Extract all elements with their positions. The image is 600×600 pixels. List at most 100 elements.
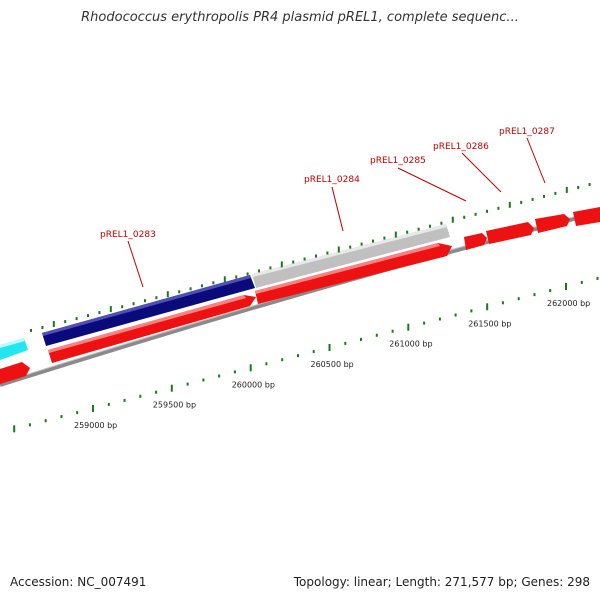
scale-tick: [76, 411, 79, 415]
tick-mark: [394, 231, 397, 238]
gene-label-prel1_0286[interactable]: pREL1_0286: [433, 142, 489, 152]
cds-arrow[interactable]: [486, 222, 534, 244]
tick-mark: [451, 216, 454, 223]
scale-tick: [565, 283, 567, 290]
tick-mark: [212, 281, 215, 285]
tick-mark: [132, 302, 135, 306]
tick-mark: [406, 230, 409, 234]
scale-label: 259000 bp: [74, 421, 117, 430]
scale-tick: [391, 329, 394, 333]
sequence-summary: Topology: linear; Length: 271,577 bp; Ge…: [293, 575, 590, 589]
gene-label-prel1_0283[interactable]: pREL1_0283: [100, 230, 156, 240]
tick-mark: [87, 314, 89, 318]
scale-tick: [44, 419, 47, 423]
scale-tick: [344, 341, 347, 345]
tick-mark: [554, 191, 557, 195]
scale-tick: [375, 333, 378, 337]
tick-mark: [280, 261, 283, 268]
scale-tick: [312, 350, 315, 354]
scale-tick: [107, 402, 110, 406]
scale-tick: [233, 370, 236, 374]
tick-mark: [577, 186, 580, 189]
scale-labels: 259000 bp 259500 bp 260000 bp 260500 bp 2610…: [74, 299, 590, 430]
tick-mark: [144, 299, 146, 303]
scale-tick: [297, 354, 299, 358]
gene-label-prel1_0287[interactable]: pREL1_0287: [499, 127, 555, 137]
tick-mark: [223, 276, 226, 283]
tick-mark: [30, 329, 32, 332]
scale-label: 260000 bp: [232, 380, 275, 389]
tick-mark: [121, 305, 124, 309]
tick-mark: [64, 320, 67, 324]
scale-tick: [186, 382, 189, 386]
gene-leader-line: [461, 152, 502, 193]
scale-label: 259500 bp: [153, 401, 196, 410]
tick-mark: [474, 212, 477, 216]
tick-mark: [440, 221, 443, 225]
tick-mark: [326, 251, 329, 255]
map-title: Rhodococcus erythropolis PR4 plasmid pRE…: [81, 10, 519, 25]
tick-mark: [360, 242, 363, 246]
scale-tick: [92, 405, 94, 412]
feature-block-selected[interactable]: [42, 275, 255, 346]
scale-tick: [155, 390, 158, 394]
tick-mark: [520, 200, 523, 204]
scale-tick: [170, 384, 173, 392]
cds-arrow[interactable]: [48, 295, 256, 363]
tick-mark: [52, 321, 55, 327]
tick-mark: [588, 183, 591, 186]
scale-tick: [486, 303, 489, 311]
scale-tick: [580, 280, 583, 284]
tick-mark: [497, 206, 500, 210]
tick-mark: [349, 245, 352, 249]
tick-mark: [543, 194, 545, 198]
tick-mark: [269, 266, 272, 270]
scale-tick: [13, 425, 16, 433]
scale-tick: [454, 313, 457, 317]
scale-tick: [265, 362, 268, 366]
cds-arrows[interactable]: [0, 207, 600, 384]
tick-mark: [508, 201, 511, 208]
scale-label: 262000 bp: [547, 299, 590, 308]
tick-mark: [109, 306, 112, 313]
cds-arrow[interactable]: [255, 243, 452, 304]
gene-leader-line: [331, 186, 344, 232]
scale-tick-row: [13, 276, 599, 433]
scale-tick: [533, 293, 536, 297]
scale-tick: [60, 415, 63, 419]
gene-leader-line: [127, 240, 144, 288]
scale-tick: [281, 358, 284, 362]
gene-label-prel1_0285[interactable]: pREL1_0285: [370, 156, 426, 166]
tick-mark: [292, 260, 295, 264]
cds-arrow[interactable]: [0, 362, 30, 384]
tick-mark: [98, 311, 101, 315]
tick-mark: [235, 275, 238, 279]
gene-labels: pREL1_0283 pREL1_0284 pREL1_0285 pREL1_0286…: [100, 127, 555, 288]
tick-mark: [315, 254, 317, 258]
cds-arrow[interactable]: [573, 207, 600, 226]
scale-tick: [139, 394, 142, 398]
tick-mark: [486, 209, 488, 213]
tick-mark: [189, 287, 192, 291]
tick-mark: [372, 239, 374, 243]
scale-tick: [360, 337, 362, 341]
gene-leader-line: [397, 167, 467, 202]
scale-label: 261000 bp: [389, 340, 432, 349]
tick-mark: [178, 290, 181, 294]
scale-tick: [517, 297, 520, 301]
gene-label-prel1_0284[interactable]: pREL1_0284: [304, 175, 360, 185]
scale-tick: [202, 378, 205, 382]
tick-mark: [75, 317, 78, 321]
scale-tick: [249, 364, 252, 372]
scale-tick: [501, 301, 504, 305]
gene-leader-line: [526, 137, 546, 184]
scale-tick: [596, 276, 599, 280]
feature-block-gray[interactable]: [252, 224, 450, 288]
cds-arrow[interactable]: [464, 233, 487, 250]
tick-mark: [383, 236, 386, 240]
tick-mark: [429, 224, 431, 228]
scale-tick: [123, 398, 126, 402]
cds-arrow[interactable]: [535, 214, 570, 233]
scale-tick: [470, 309, 473, 313]
